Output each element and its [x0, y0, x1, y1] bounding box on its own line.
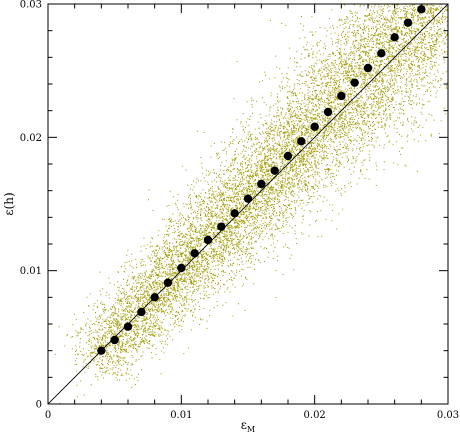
y-tick-label: 0.02 — [20, 133, 42, 144]
binned-mean-point — [230, 209, 239, 218]
y-tick-label: 0.01 — [20, 266, 42, 277]
binned-mean-point — [417, 5, 426, 14]
x-axis-label-subscript: M — [247, 425, 255, 434]
y-tick-label: 0 — [36, 400, 42, 411]
binned-mean-point — [297, 137, 306, 146]
binned-mean-point — [190, 249, 199, 258]
binned-mean-point — [283, 151, 293, 161]
binned-mean-point — [110, 335, 119, 345]
binned-mean-point — [150, 293, 159, 302]
y-tick-label: 0.03 — [20, 0, 42, 11]
binned-mean-point — [377, 49, 386, 58]
plot-frame — [47, 3, 449, 405]
x-tick-labels: 0 0.01 0.02 0.03 — [45, 410, 459, 421]
binned-mean-markers — [97, 5, 426, 355]
x-tick-label: 0 — [45, 410, 51, 421]
binned-mean-point — [137, 307, 146, 317]
reference-line-y-equals-x — [48, 4, 448, 404]
binned-mean-point — [243, 194, 253, 203]
binned-mean-point — [363, 63, 373, 73]
binned-mean-point — [403, 18, 413, 27]
binned-mean-point — [323, 107, 333, 117]
x-axis-label: εM — [241, 418, 255, 434]
binned-mean-point — [310, 122, 319, 131]
binned-mean-point — [337, 91, 346, 101]
axis-ticks — [47, 3, 449, 405]
binned-mean-point — [257, 179, 266, 189]
binned-mean-point — [390, 33, 399, 42]
binned-mean-point — [163, 278, 173, 287]
binned-mean-point — [177, 263, 186, 273]
binned-mean-point — [217, 222, 226, 231]
binned-mean-point — [350, 78, 359, 87]
x-tick-label: 0.03 — [437, 410, 459, 421]
x-axis-label-main: ε — [241, 418, 247, 432]
binned-mean-point — [203, 235, 213, 245]
x-tick-label: 0.02 — [304, 410, 326, 421]
binned-mean-point — [123, 322, 133, 331]
y-tick-labels: 0 0.01 0.02 0.03 — [20, 0, 42, 411]
y-axis-label: ε(h) — [2, 192, 16, 215]
x-tick-label: 0.01 — [170, 410, 192, 421]
binned-mean-point — [270, 166, 279, 175]
binned-mean-point — [97, 346, 106, 355]
